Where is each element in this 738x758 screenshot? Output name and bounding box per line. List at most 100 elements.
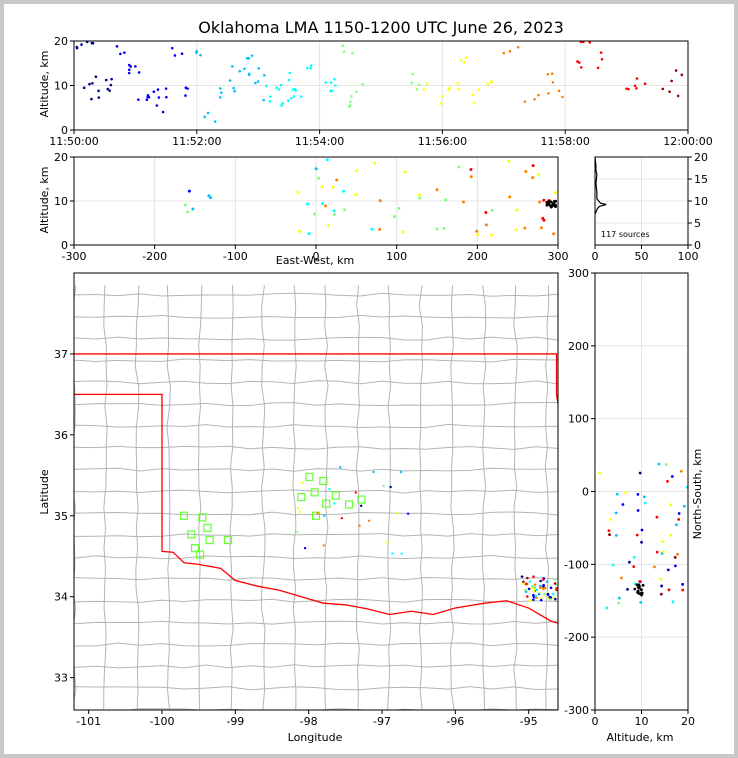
y-tick-label: 15 xyxy=(694,173,708,186)
y-tick-label: 34 xyxy=(54,591,68,604)
source-point xyxy=(609,517,612,521)
source-point xyxy=(624,491,628,494)
x-tick-label: -200 xyxy=(142,250,167,263)
source-point xyxy=(206,111,210,115)
source-point xyxy=(536,172,540,176)
source-point xyxy=(199,53,202,57)
ew-panel-ylabel: Altitude, km xyxy=(38,166,51,233)
source-point xyxy=(287,99,290,102)
source-point xyxy=(607,529,611,533)
lma-station-marker xyxy=(179,511,189,520)
county-line xyxy=(74,533,558,538)
source-point xyxy=(331,185,335,189)
source-point xyxy=(674,69,678,72)
source-point xyxy=(82,86,86,90)
source-point xyxy=(123,51,126,54)
county-line xyxy=(387,285,392,710)
source-point xyxy=(671,600,675,604)
source-point xyxy=(552,203,556,207)
source-point xyxy=(507,160,511,164)
source-point xyxy=(680,469,683,473)
x-tick-label: 20 xyxy=(681,715,695,728)
source-point xyxy=(633,84,637,87)
source-point xyxy=(673,564,677,568)
source-point xyxy=(324,204,328,208)
source-point xyxy=(410,81,414,85)
source-point xyxy=(614,511,618,515)
source-point xyxy=(539,226,543,230)
source-point xyxy=(290,96,293,100)
source-point xyxy=(91,81,94,85)
source-point xyxy=(548,598,552,601)
source-point xyxy=(638,471,642,475)
source-point xyxy=(637,584,641,588)
source-point xyxy=(655,515,659,519)
county-lines xyxy=(74,285,558,710)
source-point xyxy=(209,196,213,200)
source-point xyxy=(243,67,246,71)
county-line xyxy=(103,285,108,710)
source-point xyxy=(228,79,232,82)
source-point xyxy=(670,475,674,478)
source-point xyxy=(309,66,313,70)
source-point xyxy=(333,502,336,505)
source-point xyxy=(600,57,604,61)
source-point xyxy=(484,223,488,227)
source-point xyxy=(547,92,550,95)
source-point xyxy=(457,87,460,91)
source-point xyxy=(350,95,353,98)
source-point xyxy=(146,94,150,97)
source-point xyxy=(325,158,329,162)
y-tick-label: 10 xyxy=(54,195,68,208)
county-line xyxy=(355,285,361,710)
source-point xyxy=(301,481,305,484)
source-point xyxy=(441,94,444,98)
source-point xyxy=(539,586,542,590)
source-point xyxy=(680,73,684,77)
y-tick-label: -200 xyxy=(564,631,589,644)
source-point xyxy=(632,555,636,559)
source-point xyxy=(545,580,549,584)
lma-figure: Oklahoma LMA 1150-1200 UTC June 26, 2023… xyxy=(38,18,713,744)
source-point xyxy=(400,552,403,555)
y-tick-label: 20 xyxy=(54,151,68,164)
source-point xyxy=(254,81,257,85)
source-point xyxy=(552,596,555,600)
source-point xyxy=(127,71,131,75)
county-line xyxy=(74,292,558,297)
source-point xyxy=(406,512,410,515)
source-point xyxy=(516,45,520,49)
source-point xyxy=(531,164,535,168)
source-point xyxy=(471,93,475,97)
source-point xyxy=(532,575,535,578)
source-point xyxy=(305,202,309,206)
source-point xyxy=(351,51,354,55)
county-line xyxy=(260,285,266,710)
x-tick-label: -101 xyxy=(76,715,101,728)
source-point xyxy=(164,87,168,90)
y-tick-label: 0 xyxy=(61,124,68,137)
county-line xyxy=(74,336,558,341)
source-point xyxy=(477,88,480,92)
source-point xyxy=(472,102,476,105)
source-point xyxy=(281,102,285,105)
source-point xyxy=(541,587,545,591)
source-point xyxy=(635,533,639,537)
source-point xyxy=(94,75,98,78)
source-point xyxy=(296,507,300,510)
source-point xyxy=(97,96,101,99)
source-point xyxy=(435,188,439,192)
lma-station-marker xyxy=(305,472,314,482)
source-point xyxy=(165,95,168,99)
y-tick-label: 35 xyxy=(54,510,68,523)
source-point xyxy=(461,200,465,204)
source-point xyxy=(547,199,551,203)
source-point xyxy=(542,578,545,581)
source-point xyxy=(677,518,681,521)
source-point xyxy=(549,200,553,204)
county-line xyxy=(513,285,518,710)
source-point xyxy=(137,98,140,101)
x-tick-label: 50 xyxy=(635,250,649,263)
source-point xyxy=(435,227,439,231)
county-line xyxy=(418,285,423,710)
